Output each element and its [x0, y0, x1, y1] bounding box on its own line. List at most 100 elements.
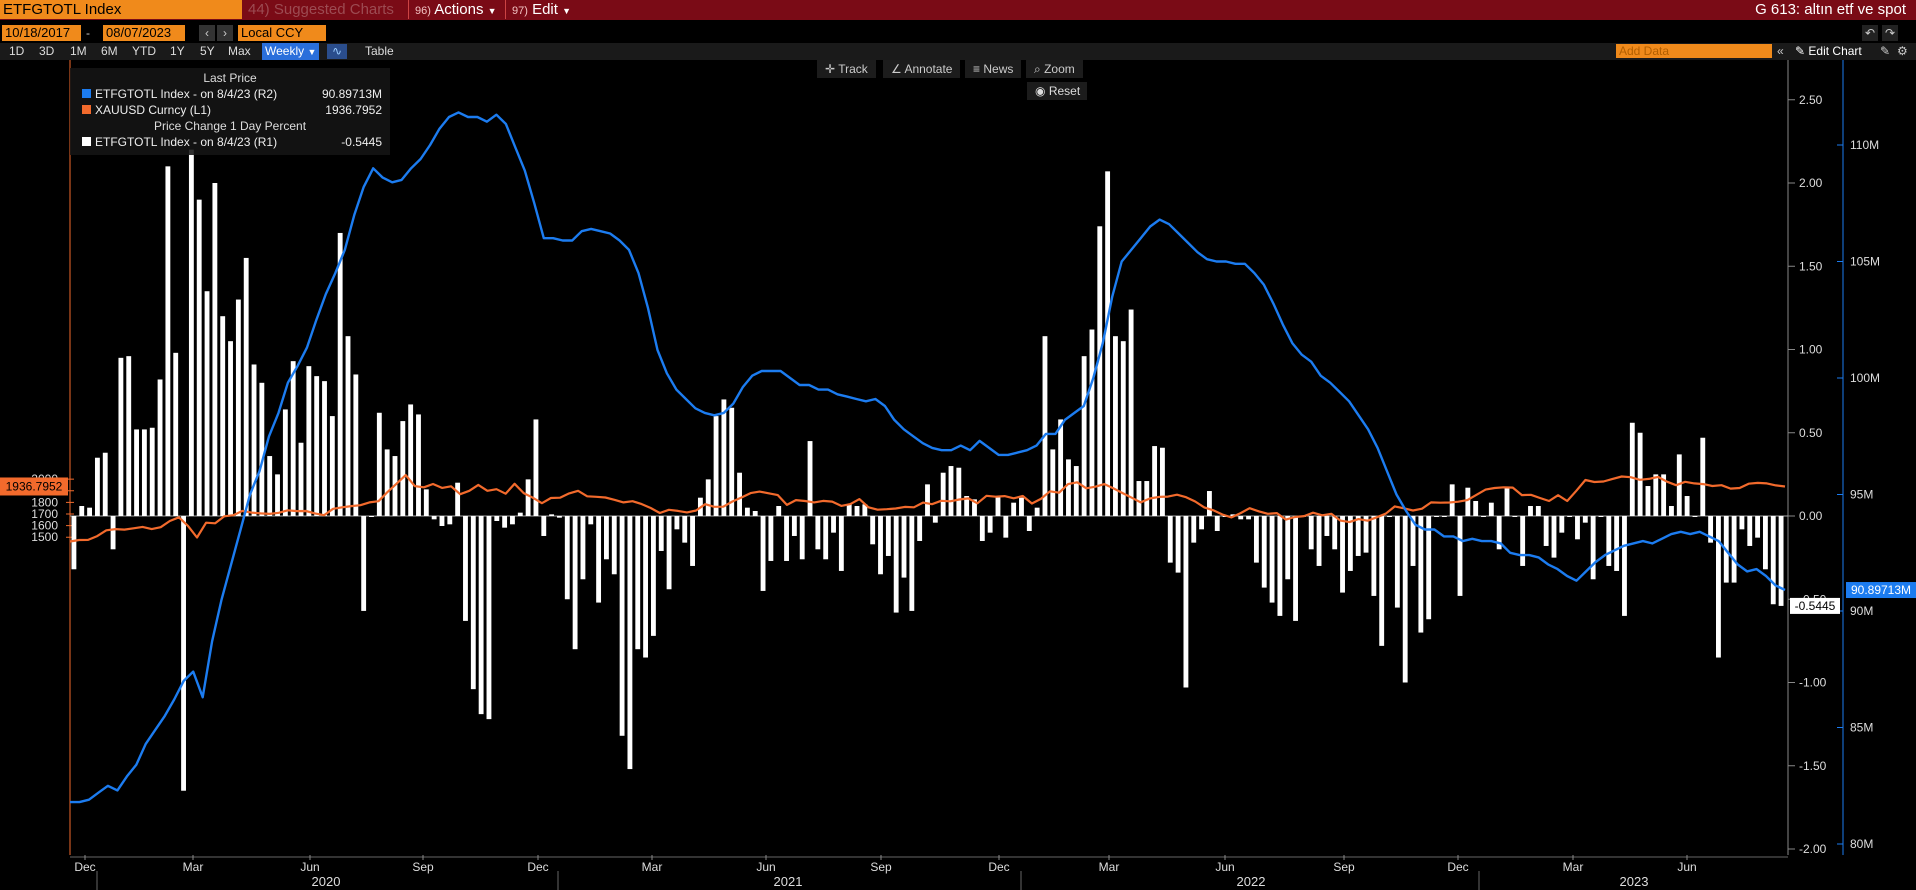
currency-select[interactable]: Local CCY [238, 25, 326, 41]
period-1m[interactable]: 1M [70, 44, 87, 58]
pct-change-bar [987, 516, 993, 533]
suggested-charts-menu[interactable]: 44) Suggested Charts [248, 1, 394, 18]
pct-change-bar [674, 516, 680, 530]
left-tick-label: 1500 [31, 530, 58, 544]
pct-change-bar [791, 516, 797, 536]
pct-change-bar [925, 484, 930, 516]
radio-icon: ◉ [1035, 84, 1046, 98]
edit-menu[interactable]: 97) Edit ▼ [505, 0, 577, 19]
pct-change-bar [580, 516, 586, 580]
pct-change-bar [423, 489, 429, 516]
pct-change-bar [956, 467, 962, 516]
x-tick-label: Mar [1563, 860, 1584, 874]
pct-change-bar [1606, 516, 1612, 566]
period-1y[interactable]: 1Y [170, 44, 185, 58]
pct-change-bar [251, 364, 257, 516]
pct-change-bar [1528, 506, 1533, 516]
zoom-button[interactable]: ⌕ Zoom [1026, 60, 1083, 78]
pct-change-bar [1261, 516, 1267, 588]
pct-change-bar [1324, 516, 1330, 536]
pct-change-bar [533, 419, 539, 516]
r1-tick-label: 1.50 [1799, 259, 1823, 273]
pct-change-bar [768, 516, 774, 561]
pct-change-bar [572, 516, 578, 650]
x-tick-label: Dec [988, 860, 1009, 874]
pct-change-bar [1394, 516, 1400, 608]
frequency-select[interactable]: Weekly ▼ [262, 43, 320, 60]
pct-change-bar [1206, 491, 1212, 516]
edit-chart-button[interactable]: ✎ Edit Chart [1795, 43, 1862, 60]
pct-change-bar [1026, 516, 1032, 531]
pct-change-bar [1684, 496, 1690, 516]
pct-change-bar [846, 504, 852, 516]
date-range-bar [0, 24, 1916, 42]
start-date-field[interactable]: 10/18/2017 [2, 25, 81, 41]
pct-change-bar [1590, 516, 1596, 580]
pct-change-bar [596, 516, 602, 603]
pct-change-bar [1575, 516, 1580, 540]
legend-label-etf: ETFGTOTL Index - on 8/4/23 (R2) [95, 87, 278, 101]
gear-icon[interactable]: ⚙ [1897, 44, 1908, 58]
period-5y[interactable]: 5Y [200, 44, 215, 58]
pct-change-bar [259, 382, 265, 516]
pct-change-bar [235, 299, 241, 516]
pct-change-bar [752, 511, 758, 516]
date-separator: - [86, 26, 90, 40]
undo-icon[interactable]: ↶ [1862, 25, 1878, 41]
chart-legend: Last Price ETFGTOTL Index - on 8/4/23 (R… [70, 68, 390, 155]
track-button[interactable]: ✛ Track [817, 60, 876, 78]
pct-change-bar [141, 429, 147, 516]
pct-change-bar [94, 457, 100, 516]
annotate-button[interactable]: ∠ Annotate [883, 60, 961, 78]
r2-tick-label: 110M [1850, 138, 1879, 152]
pct-change-bar [831, 516, 836, 533]
pencil-icon[interactable]: ✎ [1880, 44, 1891, 58]
legend-swatch-gold [82, 105, 91, 114]
add-data-input[interactable]: Add Data [1616, 44, 1772, 58]
pct-change-bar [1066, 459, 1071, 516]
x-tick-label: Mar [1099, 860, 1120, 874]
pct-change-bar [1042, 336, 1048, 516]
pct-change-bar [118, 357, 124, 516]
ticker-field[interactable]: ETFGTOTL Index [0, 0, 242, 19]
line-chart-icon[interactable]: ∿ [327, 44, 347, 59]
pct-change-bar [384, 449, 390, 516]
pct-change-bar [1253, 516, 1259, 563]
period-1d[interactable]: 1D [9, 44, 25, 58]
legend-swatch-etf [82, 89, 91, 98]
redo-icon[interactable]: ↷ [1882, 25, 1898, 41]
end-date-field[interactable]: 08/07/2023 [103, 25, 185, 41]
etf-holdings-line [70, 111, 1786, 804]
next-arrow-icon[interactable]: › [217, 25, 233, 41]
period-3d[interactable]: 3D [39, 44, 55, 58]
prev-arrow-icon[interactable]: ‹ [199, 25, 215, 41]
pct-change-bar [1551, 516, 1557, 558]
period-bar [0, 43, 1916, 60]
pct-change-bar [917, 516, 923, 541]
pct-change-bar [1277, 516, 1283, 616]
pct-change-bar [588, 516, 594, 525]
currency-label: Local CCY [241, 25, 304, 40]
period-ytd[interactable]: YTD [132, 44, 156, 58]
actions-menu[interactable]: 96) Actions ▼ [408, 0, 503, 19]
reset-button[interactable]: ◉ Reset [1027, 82, 1087, 100]
pct-change-bar [1128, 309, 1134, 516]
x-tick-label: Sep [870, 860, 892, 874]
period-6m[interactable]: 6M [101, 44, 118, 58]
left-tick-label: 1800 [31, 495, 58, 509]
r1-tick-label: 0.50 [1799, 426, 1823, 440]
pct-change-bar [1316, 516, 1322, 566]
collapse-icon[interactable]: « [1777, 44, 1784, 58]
r1-tick-label: 0.00 [1799, 509, 1823, 523]
pct-change-bar [1708, 516, 1714, 543]
pct-change-bar [173, 352, 179, 516]
r2-tick-label: 105M [1850, 255, 1880, 269]
r2-tick-label: 100M [1850, 371, 1880, 385]
news-button[interactable]: ≡ News [965, 60, 1022, 78]
pct-change-bar [1692, 516, 1698, 517]
news-icon: ≡ [973, 62, 981, 76]
pct-change-bar [1739, 516, 1745, 530]
table-button[interactable]: Table [365, 44, 394, 58]
period-max[interactable]: Max [228, 44, 251, 58]
